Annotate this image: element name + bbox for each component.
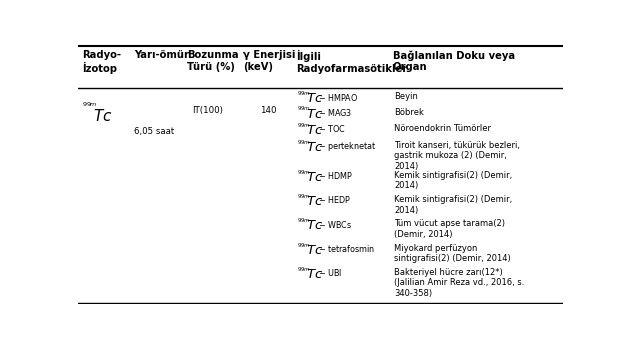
Text: Tüm vücut apse tarama(2)
(Demir, 2014): Tüm vücut apse tarama(2) (Demir, 2014): [394, 220, 505, 239]
Text: $^{99m}$: $^{99m}$: [297, 91, 311, 100]
Text: $^{99m}$: $^{99m}$: [82, 102, 98, 110]
Text: $-$ tetrafosmin: $-$ tetrafosmin: [318, 243, 375, 254]
Text: $^{99m}$: $^{99m}$: [297, 242, 311, 251]
Text: Yarı-ömür: Yarı-ömür: [134, 50, 189, 60]
Text: Bozunma
Türü (%): Bozunma Türü (%): [187, 50, 239, 72]
Text: $\mathit{Tc}$: $\mathit{Tc}$: [306, 141, 324, 154]
Text: $^{99m}$: $^{99m}$: [297, 194, 311, 203]
Text: Tiroit kanseri, tükürük bezleri,
gastrik mukoza (2) (Demir,
2014): Tiroit kanseri, tükürük bezleri, gastrik…: [394, 141, 520, 171]
Text: $^{99m}$: $^{99m}$: [297, 106, 311, 115]
Text: $^{99m}$: $^{99m}$: [297, 139, 311, 148]
Text: $\mathit{Tc}$: $\mathit{Tc}$: [92, 108, 112, 124]
Text: Bağlanılan Doku veya
Organ: Bağlanılan Doku veya Organ: [393, 50, 515, 73]
Text: $\mathit{Tc}$: $\mathit{Tc}$: [306, 124, 324, 137]
Text: $^{99m}$: $^{99m}$: [297, 122, 311, 132]
Text: $^{99m}$: $^{99m}$: [297, 170, 311, 179]
Text: Beyin: Beyin: [394, 92, 418, 101]
Text: $-$ UBI: $-$ UBI: [318, 267, 342, 278]
Text: $-$ perteknetat: $-$ perteknetat: [318, 140, 377, 153]
Text: Böbrek: Böbrek: [394, 107, 424, 117]
Text: $-$ HMPAO: $-$ HMPAO: [318, 92, 359, 103]
Text: Bakteriyel hücre zarı(12*)
(Jalilian Amir Reza vd., 2016, s.
340-358): Bakteriyel hücre zarı(12*) (Jalilian Ami…: [394, 268, 524, 298]
Text: 6,05 saat: 6,05 saat: [134, 127, 174, 136]
Text: Miyokard perfüzyon
sintigrafisi(2) (Demir, 2014): Miyokard perfüzyon sintigrafisi(2) (Demi…: [394, 244, 511, 263]
Text: $\mathit{Tc}$: $\mathit{Tc}$: [306, 220, 324, 233]
Text: $^{99m}$: $^{99m}$: [297, 266, 311, 275]
Text: Kemik sintigrafisi(2) (Demir,
2014): Kemik sintigrafisi(2) (Demir, 2014): [394, 195, 512, 215]
Text: $-$ MAG3: $-$ MAG3: [318, 107, 352, 118]
Text: $\mathit{Tc}$: $\mathit{Tc}$: [306, 244, 324, 257]
Text: $\mathit{Tc}$: $\mathit{Tc}$: [306, 268, 324, 281]
Text: İlgili
Radyofarmasötikler: İlgili Radyofarmasötikler: [296, 50, 408, 74]
Text: 140: 140: [260, 106, 276, 115]
Text: $\mathit{Tc}$: $\mathit{Tc}$: [306, 107, 324, 120]
Text: $\mathit{Tc}$: $\mathit{Tc}$: [306, 195, 324, 208]
Text: $-$ HEDP: $-$ HEDP: [318, 195, 351, 206]
Text: $\mathit{Tc}$: $\mathit{Tc}$: [306, 92, 324, 105]
Text: $\mathit{Tc}$: $\mathit{Tc}$: [306, 171, 324, 184]
Text: Radyo-
İzotop: Radyo- İzotop: [82, 50, 121, 74]
Text: γ Enerjisi
(keV): γ Enerjisi (keV): [242, 50, 295, 72]
Text: $^{99m}$: $^{99m}$: [297, 218, 311, 227]
Text: $-$ HDMP: $-$ HDMP: [318, 170, 353, 181]
Text: Nöroendokrin Tümörler: Nöroendokrin Tümörler: [394, 124, 491, 133]
Text: $-$ TOC: $-$ TOC: [318, 123, 346, 134]
Text: IT(100): IT(100): [192, 106, 223, 115]
Text: $-$ WBCs: $-$ WBCs: [318, 219, 352, 230]
Text: Kemik sintigrafisi(2) (Demir,
2014): Kemik sintigrafisi(2) (Demir, 2014): [394, 171, 512, 190]
